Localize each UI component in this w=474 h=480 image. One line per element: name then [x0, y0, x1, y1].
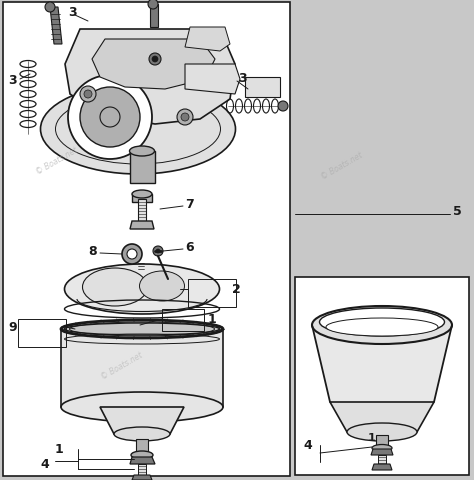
Polygon shape	[150, 5, 158, 28]
Circle shape	[153, 247, 163, 256]
Text: 8: 8	[88, 245, 97, 258]
Polygon shape	[132, 475, 152, 480]
Polygon shape	[130, 222, 154, 229]
Circle shape	[278, 102, 288, 112]
Text: 3: 3	[8, 73, 17, 86]
Ellipse shape	[131, 451, 153, 459]
Bar	[132, 194, 152, 203]
Bar	[376, 435, 388, 447]
Bar	[138, 464, 146, 478]
Circle shape	[181, 114, 189, 122]
Circle shape	[177, 110, 193, 126]
Text: © Boats.net: © Boats.net	[35, 145, 80, 177]
Text: 3: 3	[68, 5, 77, 18]
Circle shape	[68, 76, 152, 160]
Bar	[130, 152, 155, 184]
Polygon shape	[130, 457, 155, 464]
Ellipse shape	[372, 444, 392, 452]
Circle shape	[127, 250, 137, 260]
Bar	[162, 309, 204, 331]
Bar	[188, 279, 236, 307]
Ellipse shape	[55, 95, 220, 165]
Text: 4: 4	[303, 439, 312, 452]
Polygon shape	[330, 402, 434, 432]
Ellipse shape	[347, 423, 417, 441]
Text: 7: 7	[185, 198, 194, 211]
Circle shape	[148, 0, 158, 10]
Circle shape	[156, 250, 160, 253]
Text: 1: 1	[368, 432, 376, 442]
Ellipse shape	[139, 271, 184, 301]
Polygon shape	[372, 464, 392, 470]
Bar	[18, 319, 66, 347]
Polygon shape	[50, 8, 62, 45]
Polygon shape	[100, 407, 184, 434]
Circle shape	[80, 88, 140, 148]
Text: © Boats.net: © Boats.net	[320, 151, 365, 181]
Text: 3: 3	[238, 72, 246, 84]
Polygon shape	[92, 40, 215, 90]
Bar	[378, 455, 386, 467]
Circle shape	[149, 54, 161, 66]
Text: 6: 6	[185, 241, 193, 254]
Ellipse shape	[61, 392, 223, 422]
Bar	[136, 439, 148, 454]
Circle shape	[84, 91, 92, 99]
Ellipse shape	[132, 191, 152, 199]
Text: 5: 5	[453, 205, 462, 218]
Bar	[245, 78, 280, 98]
Text: 4: 4	[40, 457, 49, 470]
Ellipse shape	[114, 427, 170, 441]
Polygon shape	[65, 30, 235, 125]
Text: © Boats.net: © Boats.net	[100, 350, 145, 381]
Ellipse shape	[326, 318, 438, 336]
Polygon shape	[185, 28, 230, 52]
Text: 1: 1	[208, 313, 217, 326]
Circle shape	[152, 57, 158, 63]
Polygon shape	[61, 329, 223, 407]
Text: 9: 9	[8, 321, 17, 334]
Polygon shape	[371, 449, 393, 455]
Ellipse shape	[312, 306, 452, 344]
Bar	[295, 277, 469, 475]
Ellipse shape	[64, 264, 219, 314]
Ellipse shape	[319, 308, 445, 336]
Ellipse shape	[129, 147, 155, 156]
Polygon shape	[312, 325, 452, 402]
Circle shape	[80, 87, 96, 103]
Polygon shape	[185, 65, 240, 95]
Ellipse shape	[61, 320, 223, 338]
Ellipse shape	[40, 85, 236, 175]
Text: 1: 1	[55, 443, 64, 456]
Ellipse shape	[82, 268, 147, 306]
Bar	[3, 3, 290, 476]
Circle shape	[45, 3, 55, 13]
Text: 2: 2	[232, 283, 241, 296]
Bar	[138, 200, 146, 222]
Circle shape	[122, 244, 142, 264]
